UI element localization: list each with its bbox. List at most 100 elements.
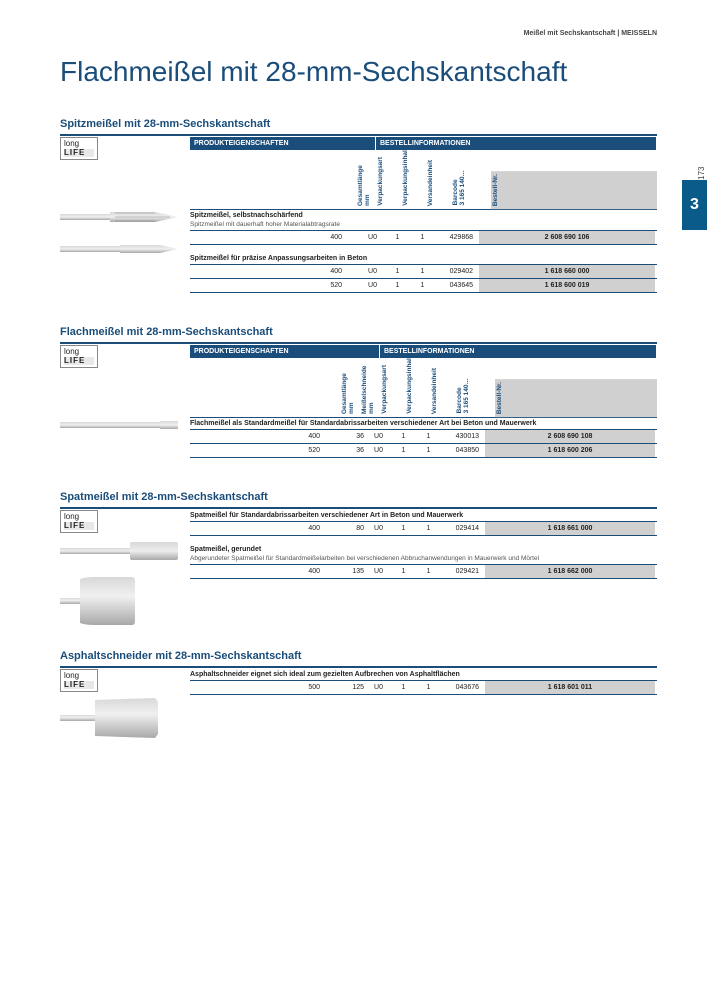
cell-pack-type: U0 [366, 433, 391, 440]
chisel-illustration [60, 416, 180, 434]
product-group: Spatmeißel, gerundetAbgerundeter Spatmei… [190, 544, 657, 579]
cell-barcode: 043676 [441, 684, 481, 691]
product-description: Flachmeißel als Standardmeißel für Stand… [190, 418, 657, 429]
cell-length: 400 [190, 568, 330, 575]
table-row: 40080U0110294141 618 661 000 [190, 522, 657, 536]
breadcrumb: Meißel mit Sechskantschaft | MEISSELN [60, 30, 657, 37]
section-title: Asphaltschneider mit 28-mm-Sechskantscha… [60, 650, 657, 668]
cell-barcode: 430013 [441, 433, 481, 440]
cell-length: 400 [190, 268, 360, 275]
table-row: 520U0110436451 618 600 019 [190, 279, 657, 293]
cell-order-number: 1 618 660 000 [479, 265, 655, 278]
cell-pack-content: 1 [391, 525, 416, 532]
table-column-headers: Gesamtlänge mmMeißelschneide mmVerpackun… [190, 358, 657, 418]
chisel-illustration [60, 240, 180, 258]
cell-ship-unit: 1 [416, 447, 441, 454]
product-group: Asphaltschneider eignet sich ideal zum g… [190, 669, 657, 695]
product-sub-description: Spitzmeißel mit dauerhaft hoher Material… [190, 221, 657, 231]
product-description: Spitzmeißel, selbstnachschärfend [190, 210, 657, 221]
cell-ship-unit: 1 [410, 282, 435, 289]
table-row: 52036U0110438501 618 600 206 [190, 444, 657, 458]
longlife-badge: longLIFE [60, 137, 98, 160]
cell-ship-unit: 1 [416, 568, 441, 575]
table-column-headers: Gesamtlänge mmVerpackungsartVerpackungsi… [190, 150, 657, 210]
cell-pack-type: U0 [366, 568, 391, 575]
cell-length: 400 [190, 433, 330, 440]
cell-blade-width: 36 [330, 433, 366, 440]
product-description: Spatmeißel für Standardabrissarbeiten ve… [190, 510, 657, 521]
cell-order-number: 1 618 601 011 [485, 681, 655, 694]
cell-ship-unit: 1 [416, 433, 441, 440]
table-row: 40036U0114300132 608 690 108 [190, 430, 657, 444]
chisel-illustration [60, 539, 180, 563]
chapter-tab: 173 3 [682, 180, 707, 230]
cell-pack-content: 1 [385, 282, 410, 289]
product-group: Flachmeißel als Standardmeißel für Stand… [190, 418, 657, 458]
cell-order-number: 2 608 690 106 [479, 231, 655, 244]
cell-order-number: 1 618 600 019 [479, 279, 655, 292]
cell-blade-width: 125 [330, 684, 366, 691]
cell-order-number: 1 618 600 206 [485, 444, 655, 457]
chisel-illustration [60, 698, 160, 738]
table-row: 400135U0110294211 618 662 000 [190, 565, 657, 579]
cell-pack-content: 1 [385, 268, 410, 275]
cell-pack-type: U0 [360, 268, 385, 275]
cell-barcode: 043645 [435, 282, 475, 289]
product-sub-description: Abgerundeter Spatmeißel für Standardmeiß… [190, 555, 657, 565]
section-title: Flachmeißel mit 28-mm-Sechskantschaft [60, 326, 657, 344]
product-section: Spitzmeißel mit 28-mm-Sechskantschaftlon… [60, 118, 657, 301]
cell-pack-content: 1 [391, 433, 416, 440]
cell-pack-content: 1 [391, 568, 416, 575]
cell-pack-content: 1 [391, 684, 416, 691]
cell-barcode: 029402 [435, 268, 475, 275]
cell-blade-width: 135 [330, 568, 366, 575]
product-group: Spitzmeißel, selbstnachschärfendSpitzmei… [190, 210, 657, 245]
cell-pack-content: 1 [385, 234, 410, 241]
product-section: Flachmeißel mit 28-mm-Sechskantschaftlon… [60, 326, 657, 466]
cell-order-number: 1 618 661 000 [485, 522, 655, 535]
cell-pack-type: U0 [360, 282, 385, 289]
product-description: Spitzmeißel für präzise Anpassungsarbeit… [190, 253, 657, 264]
cell-pack-type: U0 [366, 684, 391, 691]
cell-order-number: 1 618 662 000 [485, 565, 655, 578]
chisel-illustration [60, 577, 135, 625]
table-row: 400U0110294021 618 660 000 [190, 265, 657, 279]
table-row: 400U0114298682 608 690 106 [190, 231, 657, 245]
chapter-number: 3 [690, 196, 699, 214]
cell-barcode: 029421 [441, 568, 481, 575]
product-description: Asphaltschneider eignet sich ideal zum g… [190, 669, 657, 680]
page-title: Flachmeißel mit 28-mm-Sechskantschaft [60, 57, 657, 88]
cell-pack-type: U0 [366, 525, 391, 532]
cell-ship-unit: 1 [416, 525, 441, 532]
longlife-badge: longLIFE [60, 510, 98, 533]
cell-barcode: 429868 [435, 234, 475, 241]
cell-length: 520 [190, 282, 360, 289]
page-number: 173 [697, 167, 706, 180]
cell-order-number: 2 608 690 108 [485, 430, 655, 443]
product-section: Asphaltschneider mit 28-mm-Sechskantscha… [60, 650, 657, 738]
cell-ship-unit: 1 [410, 268, 435, 275]
cell-length: 400 [190, 234, 360, 241]
cell-length: 500 [190, 684, 330, 691]
product-group: Spatmeißel für Standardabrissarbeiten ve… [190, 510, 657, 536]
cell-pack-content: 1 [391, 447, 416, 454]
section-title: Spitzmeißel mit 28-mm-Sechskantschaft [60, 118, 657, 136]
cell-blade-width: 36 [330, 447, 366, 454]
table-row: 500125U0110436761 618 601 011 [190, 681, 657, 695]
product-group: Spitzmeißel für präzise Anpassungsarbeit… [190, 253, 657, 293]
chisel-illustration [60, 208, 180, 226]
longlife-badge: longLIFE [60, 345, 98, 368]
product-description: Spatmeißel, gerundet [190, 544, 657, 555]
cell-ship-unit: 1 [410, 234, 435, 241]
cell-pack-type: U0 [366, 447, 391, 454]
section-title: Spatmeißel mit 28-mm-Sechskantschaft [60, 491, 657, 509]
cell-barcode: 043850 [441, 447, 481, 454]
product-section: Spatmeißel mit 28-mm-Sechskantschaftlong… [60, 491, 657, 625]
cell-length: 520 [190, 447, 330, 454]
cell-barcode: 029414 [441, 525, 481, 532]
cell-length: 400 [190, 525, 330, 532]
longlife-badge: longLIFE [60, 669, 98, 692]
cell-blade-width: 80 [330, 525, 366, 532]
cell-ship-unit: 1 [416, 684, 441, 691]
cell-pack-type: U0 [360, 234, 385, 241]
